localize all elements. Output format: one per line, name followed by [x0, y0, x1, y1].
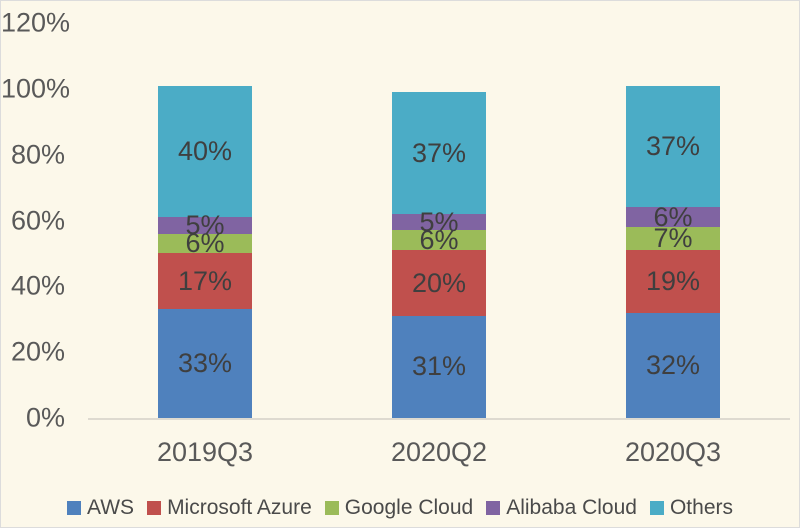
- legend-label: Microsoft Azure: [167, 496, 312, 519]
- bar-segment: 17%: [158, 253, 252, 310]
- x-axis-line: [88, 418, 790, 420]
- bar-segment-label: 5%: [419, 206, 459, 237]
- bar-segment: 32%: [626, 312, 720, 418]
- legend-label: Others: [669, 496, 733, 519]
- x-axis-category-label: 2020Q2: [390, 437, 488, 467]
- legend-item: Google Cloud: [324, 496, 474, 520]
- legend-item: AWS: [67, 496, 134, 520]
- bar-segment-label: 5%: [185, 209, 225, 240]
- legend-swatch-icon: [324, 501, 339, 515]
- y-axis-tick-label: 120%: [1, 7, 71, 38]
- bar-segment-label: 32%: [645, 349, 701, 380]
- bar-segment-label: 37%: [645, 130, 701, 161]
- legend: AWS Microsoft Azure Google Cloud Alibaba Cl…: [1, 494, 799, 522]
- bar-segment-label: 20%: [411, 267, 467, 298]
- legend-swatch-icon: [649, 501, 664, 515]
- bar-segment-label: 6%: [653, 201, 693, 232]
- bar-segment-label: 37%: [411, 137, 467, 168]
- legend-item: Microsoft Azure: [147, 496, 312, 520]
- y-axis-tick-label: 60%: [10, 205, 65, 235]
- bar-segment: 6%: [392, 226, 486, 253]
- bar-segment-label: 33%: [177, 348, 233, 379]
- bar-segment: 6%: [626, 203, 720, 230]
- x-axis-category-label: 2019Q3: [156, 437, 254, 467]
- legend-item: Others: [649, 496, 733, 520]
- y-axis-tick-label: 0%: [25, 402, 65, 433]
- bar-segment: 37%: [392, 92, 486, 214]
- legend-swatch-icon: [147, 501, 162, 515]
- bar-segment-label: 7%: [653, 223, 693, 254]
- bar-segment-label: 19%: [645, 265, 701, 296]
- y-axis-tick-label: 40%: [10, 270, 65, 301]
- bar-segment: 33%: [158, 309, 252, 418]
- bar-segment: 31%: [392, 315, 486, 418]
- bar-segment-label: 6%: [185, 228, 225, 259]
- legend-label: AWS: [87, 496, 135, 519]
- bar-segment: 5%: [158, 211, 252, 238]
- legend-swatch-icon: [67, 501, 81, 515]
- legend-swatch-icon: [486, 501, 501, 515]
- bar-segment: 5%: [392, 208, 486, 235]
- y-axis-tick-label: 100%: [1, 73, 71, 104]
- legend-label: Alibaba Cloud: [506, 496, 637, 519]
- bar-segment: 6%: [158, 230, 252, 257]
- y-axis-tick-label: 20%: [10, 336, 65, 367]
- legend-item: Alibaba Cloud: [486, 496, 637, 520]
- bar-segment-label: 40%: [177, 135, 233, 166]
- legend-label: Google Cloud: [344, 496, 474, 519]
- bar-segment-label: 6%: [419, 224, 459, 255]
- bar-segment: 37%: [626, 85, 720, 208]
- x-axis-category-label: 2020Q3: [624, 437, 722, 467]
- bar-segment-label: 17%: [177, 265, 233, 296]
- bar-segment-label: 31%: [411, 351, 467, 382]
- bar-segment: 19%: [626, 250, 720, 313]
- bar-segment: 7%: [626, 223, 720, 254]
- bar-segment: 20%: [392, 250, 486, 316]
- y-axis-tick-label: 80%: [10, 139, 65, 170]
- bar-segment: 40%: [158, 85, 252, 218]
